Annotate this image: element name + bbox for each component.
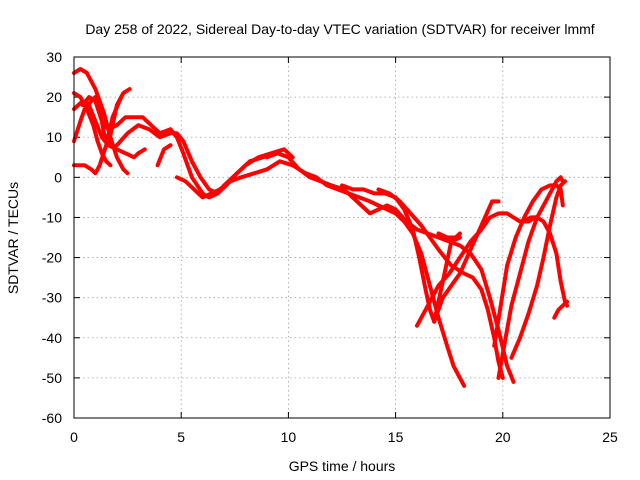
y-tick-label: -50 bbox=[42, 370, 62, 386]
series-pass-20 bbox=[552, 299, 570, 320]
series-pass-5 bbox=[72, 99, 147, 160]
series-pass-18 bbox=[509, 179, 567, 360]
series-pass-19 bbox=[522, 215, 570, 308]
chart-title: Day 258 of 2022, Sidereal Day-to-day VTE… bbox=[85, 21, 594, 37]
series-pass-15 bbox=[436, 231, 462, 240]
y-tick-label: 10 bbox=[46, 129, 62, 145]
series-pass-7 bbox=[114, 123, 291, 196]
series-pass-2 bbox=[72, 91, 113, 168]
y-tick-label: -30 bbox=[42, 290, 62, 306]
y-tick-label: -10 bbox=[42, 209, 62, 225]
y-tick-label: 20 bbox=[46, 89, 62, 105]
series-pass-14 bbox=[432, 199, 501, 324]
x-tick-label: 0 bbox=[70, 429, 78, 445]
tick-labels: 0 5 10 15 20 25 30 20 10 0 -10 -20 -30 -40 -50 -60 bbox=[42, 49, 618, 445]
series-pass-16 bbox=[492, 183, 565, 348]
x-tick-label: 15 bbox=[388, 429, 404, 445]
y-tick-label: -20 bbox=[42, 250, 62, 266]
plot-frame bbox=[73, 56, 611, 419]
series-pass-8 bbox=[155, 143, 173, 168]
series-pass-10 bbox=[265, 151, 516, 384]
series-pass-12 bbox=[376, 187, 505, 380]
x-tick-label: 10 bbox=[281, 429, 297, 445]
series-pass-1 bbox=[72, 67, 130, 176]
x-tick-label: 5 bbox=[177, 429, 185, 445]
y-tick-label: -60 bbox=[42, 410, 62, 426]
series-pass-13 bbox=[415, 211, 537, 328]
x-axis-label: GPS time / hours bbox=[289, 458, 396, 474]
y-axis-label: SDTVAR / TECUs bbox=[5, 182, 21, 294]
x-tick-label: 25 bbox=[602, 429, 618, 445]
y-tick-label: 30 bbox=[46, 49, 62, 65]
data-series bbox=[72, 67, 570, 388]
series-pass-11 bbox=[340, 183, 462, 324]
y-tick-label: 0 bbox=[54, 169, 62, 185]
series-pass-4 bbox=[72, 95, 124, 176]
x-tick-label: 20 bbox=[495, 429, 511, 445]
y-tick-label: -40 bbox=[42, 330, 62, 346]
